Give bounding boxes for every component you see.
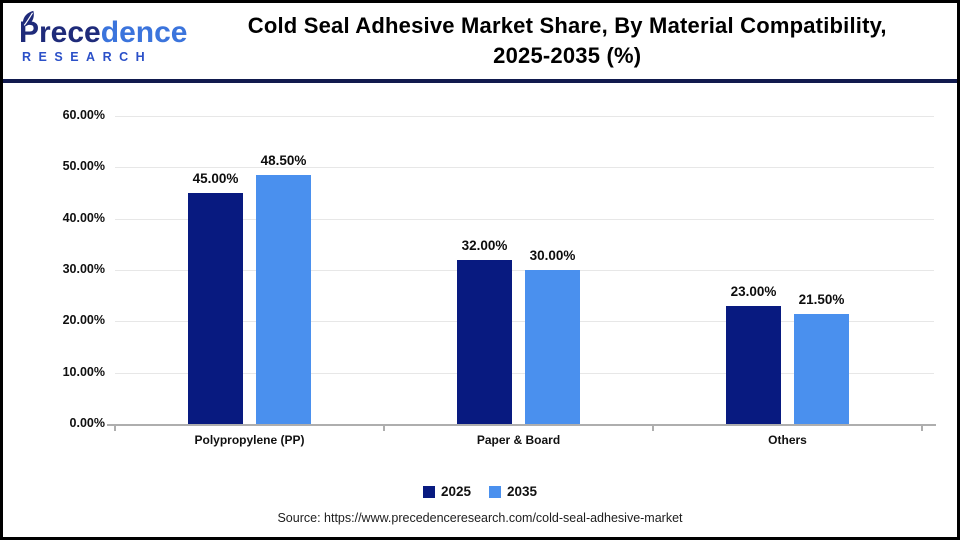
x-axis-category-label: Others	[768, 433, 807, 447]
bar-value-label: 21.50%	[798, 291, 845, 307]
plot-area: 2025 2035 Source: https://www.precedencer…	[3, 83, 957, 536]
brand-logo: Precedence RESEARCH	[3, 11, 188, 65]
x-axis-category-label: Paper & Board	[476, 433, 561, 447]
legend-item-2035: 2035	[489, 484, 537, 499]
x-axis-line	[107, 424, 936, 426]
y-axis-tick-label: 30.00%	[62, 262, 105, 276]
legend-swatch-2035	[489, 485, 501, 498]
y-axis-tick-label: 10.00%	[62, 364, 105, 379]
legend-label-2035: 2035	[507, 484, 538, 499]
legend-item-2025: 2025	[422, 484, 471, 499]
logo-text-blue: dence	[100, 16, 188, 50]
chart-title-line2: 2025-2035 (%)	[493, 43, 642, 68]
logo-wordmark: Precedence	[19, 11, 188, 50]
gridline-20.00%	[115, 321, 934, 323]
legend-label-2025: 2025	[440, 484, 471, 499]
y-axis-tick-label: 40.00%	[62, 210, 105, 225]
legend: 2025 2035	[3, 484, 957, 499]
legend-swatch-2025	[422, 485, 435, 498]
header: Precedence RESEARCH Cold Seal Adhesive M…	[3, 3, 957, 83]
bar-2025-Polypropylene (PP)	[188, 193, 243, 424]
gridline-10.00%	[115, 372, 934, 374]
y-axis-tick-label: 0.00%	[69, 416, 105, 430]
bar-2025-Others	[726, 305, 781, 424]
bar-value-label: 32.00%	[461, 237, 508, 253]
x-axis-tick	[114, 426, 116, 431]
leaf-icon	[22, 11, 34, 28]
chart-title-line1: Cold Seal Adhesive Market Share, By Mate…	[247, 13, 887, 38]
source-note: Source: https://www.precedenceresearch.c…	[277, 511, 683, 525]
bar-value-label: 48.50%	[260, 153, 307, 169]
bar-2025-Paper & Board	[457, 259, 512, 424]
x-axis-tick	[921, 426, 923, 431]
gridline-30.00%	[115, 270, 934, 271]
logo-text-dark: Prece	[19, 16, 101, 50]
logo-subtitle: RESEARCH	[22, 50, 153, 65]
bar-value-label: 23.00%	[730, 283, 777, 299]
gridline-60.00%	[115, 116, 934, 117]
bar-value-label: 45.00%	[192, 171, 239, 186]
bar-value-label: 30.00%	[529, 248, 576, 263]
y-axis-tick-label: 60.00%	[62, 108, 105, 122]
x-axis-category-label: Polypropylene (PP)	[194, 433, 305, 447]
gridline-50.00%	[115, 167, 934, 169]
bar-2035-Others	[794, 313, 849, 424]
y-axis-tick-label: 20.00%	[62, 313, 105, 328]
bar-2035-Polypropylene (PP)	[256, 175, 311, 424]
x-axis-tick	[652, 426, 654, 431]
y-axis-tick-label: 50.00%	[62, 159, 105, 174]
gridline-40.00%	[115, 218, 934, 220]
chart-title: Cold Seal Adhesive Market Share, By Mate…	[187, 11, 957, 71]
x-axis-tick	[383, 426, 385, 431]
bar-2035-Paper & Board	[525, 270, 580, 424]
